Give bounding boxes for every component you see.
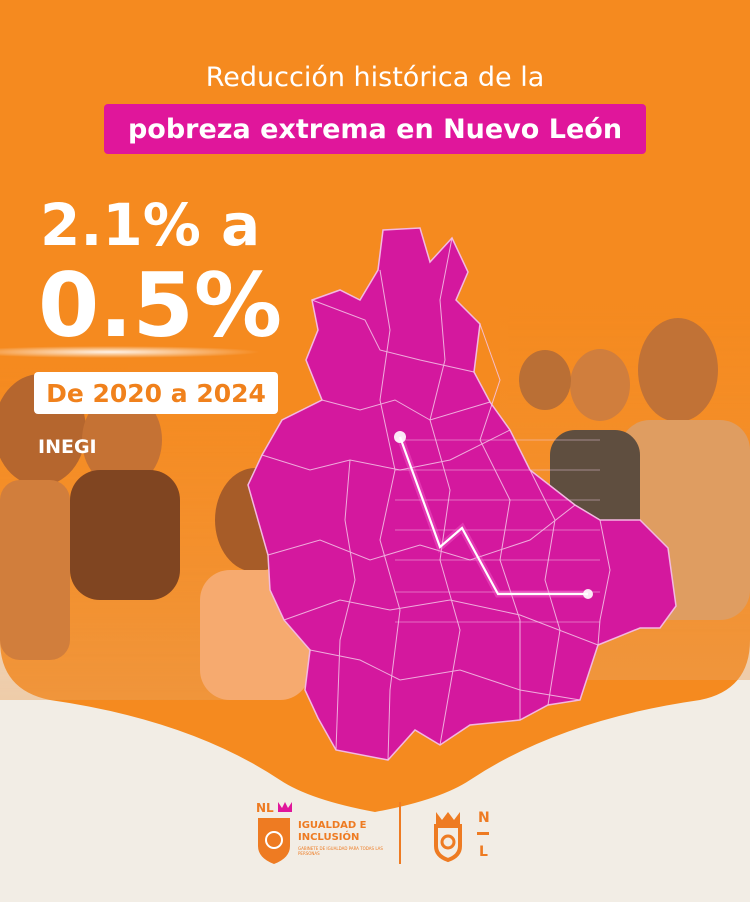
footer-logos: NL IGUALDAD E INCLUSIÓN GABINETE DE IGUA… bbox=[0, 790, 750, 880]
title-line-1: Reducción histórica de la bbox=[205, 62, 545, 93]
title-highlight-pill: pobreza extrema en Nuevo León bbox=[104, 104, 646, 154]
stat-to-value: 0.5% bbox=[38, 254, 283, 357]
title-highlight-text: pobreza extrema en Nuevo León bbox=[127, 113, 623, 145]
nl-dash bbox=[477, 832, 489, 835]
logo-divider bbox=[399, 802, 401, 864]
nl-letter-n: N bbox=[478, 810, 490, 826]
crown-shield-icon: NL bbox=[256, 801, 292, 864]
source-label: INEGI bbox=[38, 436, 97, 458]
lion-head-icon: N L bbox=[434, 810, 490, 863]
nl-letter-l: L bbox=[479, 844, 488, 860]
nuevo-leon-map bbox=[247, 227, 677, 761]
stat-from-value: 2.1% a bbox=[40, 191, 261, 259]
period-text: De 2020 a 2024 bbox=[46, 378, 266, 408]
logo-subtitle: GABINETE DE IGUALDAD PARA TODAS LAS PERS… bbox=[298, 846, 383, 856]
period-badge: De 2020 a 2024 bbox=[34, 372, 278, 414]
logo-title: IGUALDAD E INCLUSIÓN bbox=[298, 820, 367, 843]
downward-trend-line bbox=[394, 431, 593, 599]
badge-letters: NL bbox=[256, 801, 274, 815]
